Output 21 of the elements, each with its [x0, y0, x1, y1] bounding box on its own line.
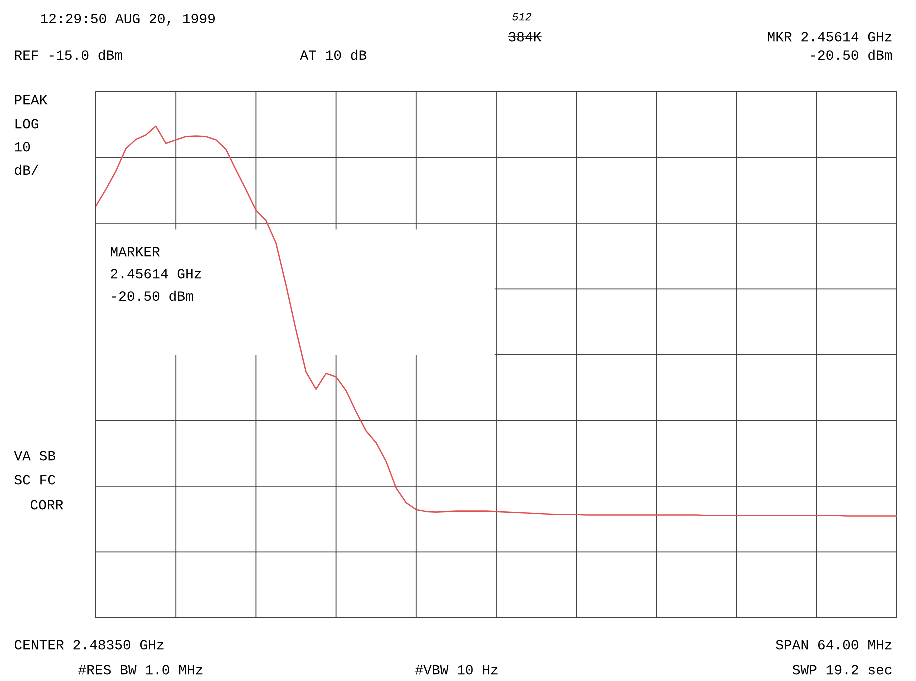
text: -20.50 dBm [811, 50, 892, 60]
annotation: -20.50 dBm [112, 290, 194, 302]
text: PEAK [15, 95, 48, 105]
text: dB/ [15, 164, 39, 176]
text: 10 [15, 142, 30, 152]
text: #RES BW 1.0 MHz [78, 665, 203, 675]
text: SWP 19.2 sec [792, 665, 892, 675]
text: CORR [30, 500, 64, 510]
text: MKR 2.45614 GHz [768, 32, 892, 42]
text: SPAN 64.00 MHz [776, 640, 892, 650]
text: 512 [512, 13, 532, 21]
annotation: 2.45614 GHz [111, 269, 202, 279]
text: 12:29:50 AUG 20, 1999 [41, 14, 215, 26]
annotation: MARKER [111, 247, 160, 257]
text: CENTER 2.48350 GHz [14, 640, 164, 650]
text: REF -15.0 dBm [15, 50, 122, 60]
text: #VBW 10 Hz [416, 665, 498, 675]
text: AT 10 dB [300, 50, 367, 60]
text: SC FC [14, 475, 56, 485]
text: LOG [16, 119, 38, 129]
text: VA SB [14, 451, 56, 461]
